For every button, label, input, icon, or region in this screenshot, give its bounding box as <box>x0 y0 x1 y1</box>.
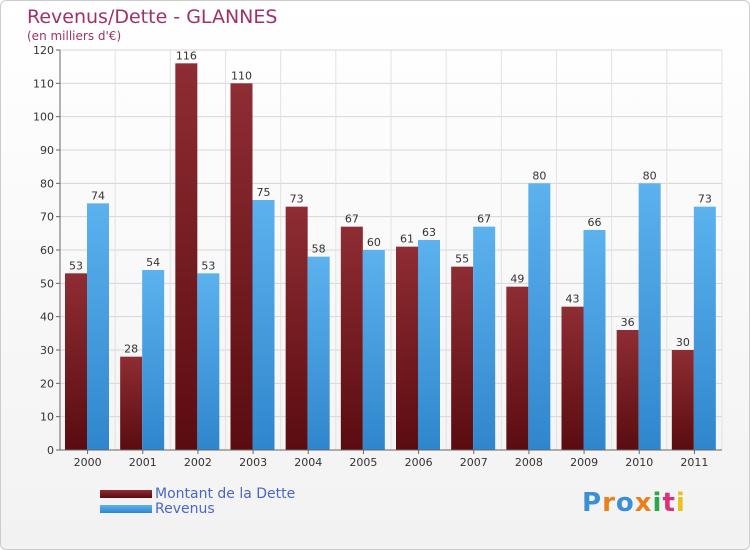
data-label-debt-2009: 43 <box>566 293 580 306</box>
bar-revenus-2010 <box>638 183 661 451</box>
y-tick-label: 110 <box>33 77 54 90</box>
data-label-revenus-2003: 75 <box>257 186 271 199</box>
data-label-debt-2001: 28 <box>124 343 138 356</box>
chart-title: Revenus/Dette - GLANNES <box>27 6 278 28</box>
logo-letter: r <box>602 488 616 518</box>
y-tick-label: 50 <box>40 277 54 290</box>
y-tick-label: 30 <box>40 344 54 357</box>
x-tick-label: 2003 <box>239 456 267 469</box>
bar-revenus-2005 <box>362 250 385 450</box>
chart-subtitle: (en milliers d'€) <box>27 29 122 43</box>
data-label-debt-2011: 30 <box>676 336 690 349</box>
data-label-revenus-2011: 73 <box>698 193 712 206</box>
y-tick-label: 100 <box>33 111 54 124</box>
axes: 0 10 20 30 40 50 60 70 80 90 100 110 120 2000 2001 2002… <box>33 44 722 469</box>
data-label-debt-2007: 55 <box>455 253 469 266</box>
data-label-revenus-2009: 66 <box>588 216 602 229</box>
x-tick-label: 2002 <box>184 456 212 469</box>
grid <box>59 49 723 451</box>
bar-revenus-2004 <box>307 256 330 450</box>
x-tick-label: 2006 <box>405 456 433 469</box>
x-tick-label: 2000 <box>74 456 102 469</box>
data-label-revenus-2000: 74 <box>91 189 105 202</box>
bar-revenus-2008 <box>528 183 551 451</box>
data-label-debt-2006: 61 <box>400 233 414 246</box>
x-tick-label: 2008 <box>515 456 543 469</box>
bar-debt-2009 <box>561 306 584 450</box>
logo-letter: o <box>615 488 635 518</box>
data-label-debt-2000: 53 <box>69 259 83 272</box>
logo-letter: x <box>634 488 653 518</box>
data-label-revenus-2007: 67 <box>477 213 491 226</box>
data-label-revenus-2002: 53 <box>201 259 215 272</box>
logo-letter: i <box>652 488 663 518</box>
legend-swatch-debt <box>100 490 152 498</box>
x-tick-label: 2011 <box>680 456 708 469</box>
bar-debt-2008 <box>506 286 529 450</box>
data-label-debt-2010: 36 <box>621 316 635 329</box>
x-tick-label: 2001 <box>129 456 157 469</box>
proxiti-logo: Proxiti <box>582 488 686 518</box>
bar-revenus-2002 <box>197 273 220 450</box>
bar-debt-2006 <box>396 246 418 450</box>
bar-debt-2005 <box>340 226 363 450</box>
data-label-debt-2004: 73 <box>290 193 304 206</box>
data-label-revenus-2004: 58 <box>312 243 326 256</box>
bar-debt-2002 <box>175 63 198 450</box>
bar-debt-2001 <box>120 356 143 450</box>
bar-revenus-2000 <box>87 203 109 450</box>
data-label-debt-2008: 49 <box>510 273 524 286</box>
bar-revenus-2003 <box>252 200 275 450</box>
bar-revenus-2001 <box>142 270 165 450</box>
bar-debt-2010 <box>616 330 639 450</box>
data-label-debt-2003: 110 <box>231 69 252 82</box>
bar-revenus-2009 <box>583 230 606 450</box>
legend-label-revenus: Revenus <box>155 501 215 517</box>
data-label-revenus-2008: 80 <box>532 169 546 182</box>
y-tick-label: 90 <box>40 144 54 157</box>
data-label-revenus-2005: 60 <box>367 236 381 249</box>
y-tick-label: 40 <box>40 311 54 324</box>
data-label-revenus-2006: 63 <box>422 226 436 239</box>
x-tick-label: 2004 <box>294 456 322 469</box>
x-tick-label: 2007 <box>460 456 488 469</box>
y-tick-label: 120 <box>33 44 54 57</box>
y-tick-label: 80 <box>40 177 54 190</box>
data-label-revenus-2010: 80 <box>643 169 657 182</box>
data-label-debt-2005: 67 <box>345 213 359 226</box>
y-tick-label: 20 <box>40 377 54 390</box>
x-tick-label: 2009 <box>570 456 598 469</box>
legend-label-debt: Montant de la Dette <box>155 486 296 502</box>
bar-debt-2003 <box>230 83 253 450</box>
data-label-debt-2002: 116 <box>176 49 197 62</box>
logo-letter: t <box>662 488 676 518</box>
bar-revenus-2011 <box>693 206 716 450</box>
bars <box>65 63 716 451</box>
bar-debt-2007 <box>451 266 474 450</box>
y-tick-label: 10 <box>40 411 54 424</box>
bar-debt-2004 <box>285 206 308 450</box>
y-tick-label: 60 <box>40 244 54 257</box>
data-label-revenus-2001: 54 <box>146 256 160 269</box>
bar-revenus-2006 <box>418 240 440 450</box>
x-tick-label: 2010 <box>625 456 653 469</box>
data-labels: 53 74 28 54 116 53 110 75 73 58 67 60 61 63 55 67 49 80 43… <box>69 49 712 355</box>
x-tick-label: 2005 <box>349 456 377 469</box>
bar-debt-2000 <box>65 273 87 450</box>
bar-revenus-2007 <box>473 226 496 450</box>
logo-letter: i <box>675 488 686 518</box>
y-tick-label: 70 <box>40 211 54 224</box>
logo-letter: P <box>582 488 603 518</box>
legend-swatch-revenus <box>100 505 152 513</box>
y-tick-label: 0 <box>47 444 54 457</box>
bar-debt-2011 <box>671 350 694 450</box>
